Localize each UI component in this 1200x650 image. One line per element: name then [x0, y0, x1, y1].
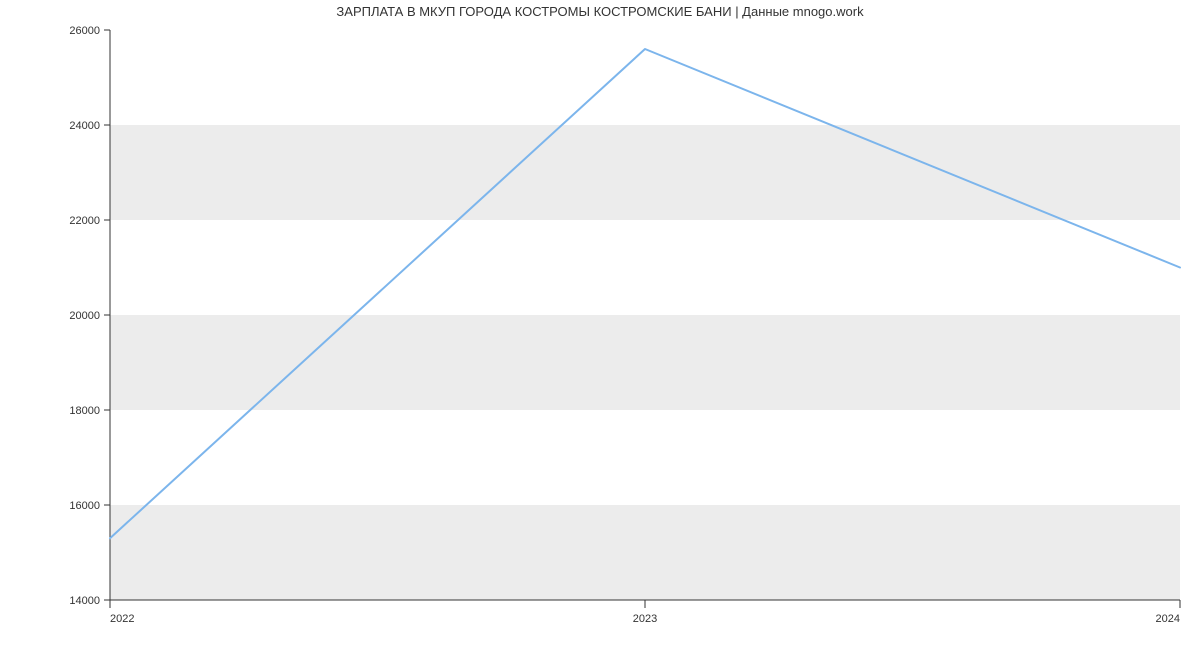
x-tick-label: 2023 — [633, 613, 657, 625]
y-tick-label: 18000 — [69, 405, 100, 417]
chart-svg: 14000 16000 18000 20000 22000 24000 26000 2022 2… — [0, 0, 1200, 650]
grid-band — [110, 315, 1180, 410]
y-tick-label: 16000 — [69, 500, 100, 512]
salary-line-chart: ЗАРПЛАТА В МКУП ГОРОДА КОСТРОМЫ КОСТРОМС… — [0, 0, 1200, 650]
x-tick-label: 2024 — [1156, 613, 1180, 625]
chart-title: ЗАРПЛАТА В МКУП ГОРОДА КОСТРОМЫ КОСТРОМС… — [0, 4, 1200, 19]
series-line — [110, 49, 1180, 538]
y-tick-label: 24000 — [69, 120, 100, 132]
grid-band — [110, 125, 1180, 220]
y-tick-label: 14000 — [69, 595, 100, 607]
y-tick-label: 20000 — [69, 310, 100, 322]
grid-band — [110, 505, 1180, 600]
y-tick-label: 26000 — [69, 25, 100, 37]
x-tick-label: 2022 — [110, 613, 134, 625]
y-tick-label: 22000 — [69, 215, 100, 227]
